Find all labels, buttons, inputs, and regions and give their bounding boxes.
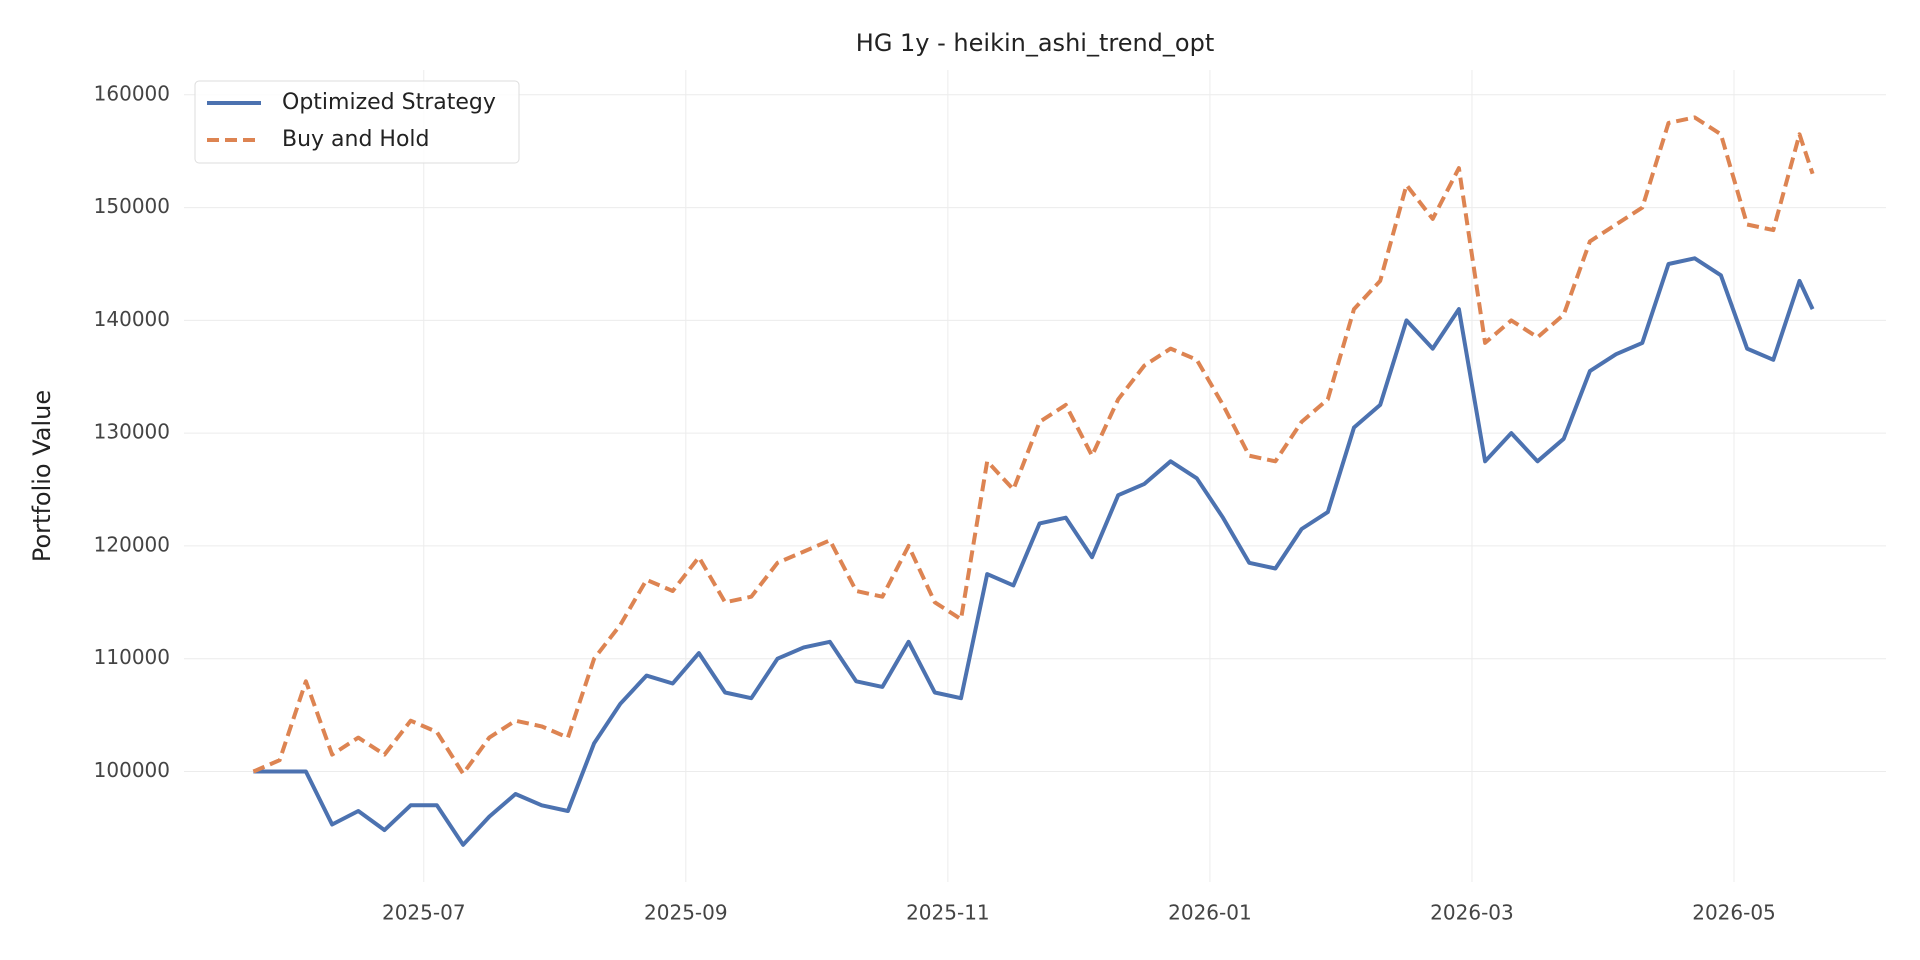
y-tick-label: 150000 [94,194,170,218]
line-series [253,256,1815,847]
x-tick-label: 2025-11 [906,901,990,925]
x-tick-label: 2026-03 [1430,901,1514,925]
legend-label: Buy and Hold [282,127,430,152]
chart-title: HG 1y - heikin_ashi_trend_opt [856,29,1214,57]
line-series [252,115,1815,776]
x-tick-label: 2026-01 [1168,901,1252,925]
y-tick-label: 160000 [94,81,170,105]
legend-box [194,80,520,164]
y-tick-label: 110000 [94,645,170,669]
y-axis-label: Portfolio Value [28,390,56,562]
y-tick-label: 120000 [94,532,170,556]
x-tick-label: 2025-07 [382,901,466,925]
y-tick-label: 100000 [94,758,170,782]
x-tick-label: 2026-05 [1692,901,1776,925]
legend: Optimized Strategy Buy and Hold [194,80,520,164]
y-tick-label: 130000 [94,420,170,444]
x-tick-label: 2025-09 [644,901,728,925]
legend-label: Optimized Strategy [282,90,496,115]
y-tick-label: 140000 [94,307,170,331]
